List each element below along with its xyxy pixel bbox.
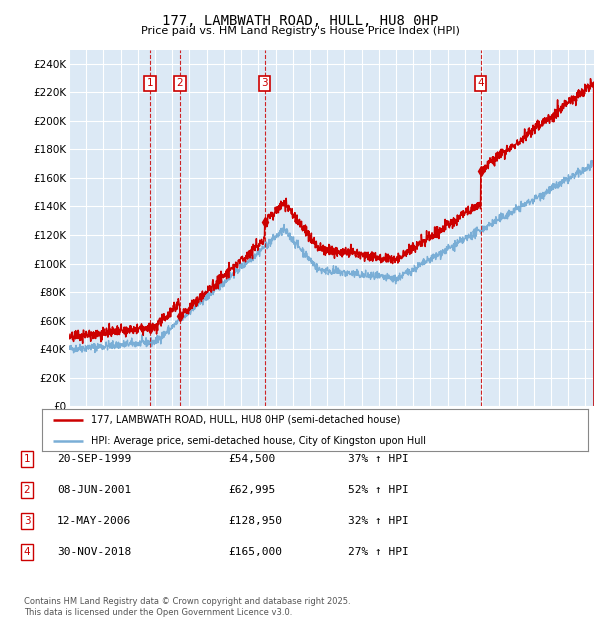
Text: £54,500: £54,500 [228, 454, 275, 464]
Text: 177, LAMBWATH ROAD, HULL, HU8 0HP (semi-detached house): 177, LAMBWATH ROAD, HULL, HU8 0HP (semi-… [91, 415, 401, 425]
Text: 3: 3 [23, 516, 31, 526]
Text: 30-NOV-2018: 30-NOV-2018 [57, 547, 131, 557]
Text: 20-SEP-1999: 20-SEP-1999 [57, 454, 131, 464]
Text: 2: 2 [23, 485, 31, 495]
Text: 177, LAMBWATH ROAD, HULL, HU8 0HP: 177, LAMBWATH ROAD, HULL, HU8 0HP [162, 14, 438, 28]
Text: Price paid vs. HM Land Registry's House Price Index (HPI): Price paid vs. HM Land Registry's House … [140, 26, 460, 36]
Text: 3: 3 [261, 79, 268, 89]
Text: 12-MAY-2006: 12-MAY-2006 [57, 516, 131, 526]
Text: 52% ↑ HPI: 52% ↑ HPI [348, 485, 409, 495]
Text: 2: 2 [176, 79, 183, 89]
Text: 08-JUN-2001: 08-JUN-2001 [57, 485, 131, 495]
Text: 27% ↑ HPI: 27% ↑ HPI [348, 547, 409, 557]
Text: 37% ↑ HPI: 37% ↑ HPI [348, 454, 409, 464]
Text: £128,950: £128,950 [228, 516, 282, 526]
Text: £165,000: £165,000 [228, 547, 282, 557]
Text: 32% ↑ HPI: 32% ↑ HPI [348, 516, 409, 526]
Text: 1: 1 [23, 454, 31, 464]
Text: 4: 4 [477, 79, 484, 89]
Text: 1: 1 [147, 79, 154, 89]
Text: £62,995: £62,995 [228, 485, 275, 495]
Text: 4: 4 [23, 547, 31, 557]
Text: HPI: Average price, semi-detached house, City of Kingston upon Hull: HPI: Average price, semi-detached house,… [91, 436, 426, 446]
Text: Contains HM Land Registry data © Crown copyright and database right 2025.
This d: Contains HM Land Registry data © Crown c… [24, 598, 350, 617]
